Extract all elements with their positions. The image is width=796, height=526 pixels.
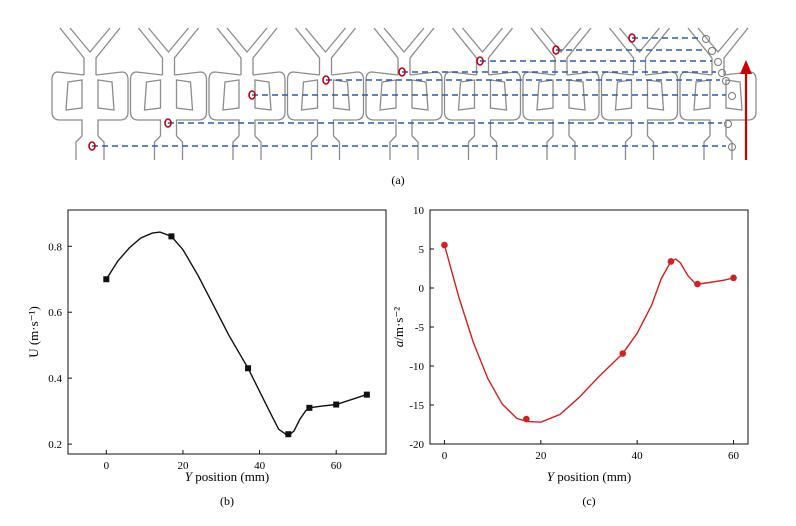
data-point <box>730 274 737 282</box>
x-tick-label: 20 <box>535 450 547 462</box>
bubble-marker <box>628 33 636 43</box>
panel-a-image-strip: (a) <box>51 27 757 187</box>
data-point <box>441 241 448 249</box>
y-axis-label-text: /m·s⁻² <box>391 307 406 341</box>
data-point <box>245 365 252 372</box>
bubble-marker <box>88 141 96 151</box>
panel-b-caption: (b) <box>220 494 234 508</box>
y-tick-label: 0.2 <box>48 439 62 451</box>
bubble-marker <box>248 90 256 100</box>
x-tick-label: 0 <box>442 450 448 462</box>
series-line <box>443 244 734 423</box>
data-point <box>523 415 530 423</box>
y-tick-label: 0.6 <box>48 307 62 319</box>
bubble-trajectory-lines <box>88 33 736 151</box>
bubble-outline <box>708 47 716 55</box>
y-axis-label: a/m·s⁻² <box>391 307 406 347</box>
x-axis-label: Y position (mm) <box>547 469 632 484</box>
bubble-outline <box>728 92 736 100</box>
y-tick-label: 0 <box>419 283 425 295</box>
channel-unit <box>679 27 757 160</box>
y-axis-label: U (m·s⁻¹) <box>26 306 41 358</box>
channel-units <box>51 27 757 160</box>
x-axis-label-text: position (mm) <box>554 469 631 484</box>
x-axis-label-text: position (mm) <box>192 469 269 484</box>
x-tick-label: 0 <box>104 460 110 472</box>
y-tick-label: 0.8 <box>48 241 62 253</box>
bubble-outline <box>728 143 736 151</box>
bubble-outline <box>714 58 722 66</box>
y-tick-label: -5 <box>415 322 425 334</box>
bubble-marker <box>398 67 406 77</box>
x-axis-label-var: Y <box>547 469 556 484</box>
bubble-outline <box>722 77 730 85</box>
data-point <box>333 401 340 408</box>
channel-unit <box>286 27 365 160</box>
flow-direction-arrow <box>740 60 752 160</box>
data-point <box>306 404 313 411</box>
y-tick-label: 5 <box>419 244 425 256</box>
channel-unit <box>365 27 443 160</box>
y-tick-label: -15 <box>409 400 424 412</box>
plot-frame <box>67 209 387 455</box>
ticks: 0 20 40 60 -20 -15 -10 -5 0 5 10 <box>409 205 739 462</box>
data-point <box>363 391 370 398</box>
y-tick-label: -10 <box>409 361 424 373</box>
channel-unit <box>443 27 522 160</box>
bubble-outline <box>702 35 710 43</box>
panel-a-caption: (a) <box>391 173 404 187</box>
channel-unit <box>522 27 600 160</box>
channel-unit <box>600 27 679 160</box>
bubble-outline <box>718 69 726 77</box>
chart-acceleration: 0 20 40 60 -20 -15 -10 -5 0 5 10 a/m·s⁻² Y positio… <box>391 205 749 508</box>
x-tick-label: 60 <box>728 450 740 462</box>
plot-frame <box>429 209 749 445</box>
ticks: 0 20 40 60 0.2 0.4 0.6 0.8 <box>48 241 342 472</box>
data-point <box>694 280 701 288</box>
y-tick-label: 0.4 <box>48 373 62 385</box>
channel-unit <box>129 27 208 160</box>
data-point <box>285 431 292 438</box>
bubble-marker <box>552 45 560 55</box>
series-markers <box>103 233 370 438</box>
x-tick-label: 40 <box>254 460 266 472</box>
channel-unit <box>51 27 129 160</box>
chart-velocity: 0 20 40 60 0.2 0.4 0.6 0.8 U (m·s⁻¹) Y position… <box>26 209 387 508</box>
data-point <box>168 233 175 240</box>
data-point <box>103 276 110 283</box>
bubble-marker <box>164 118 172 128</box>
data-point <box>619 350 627 357</box>
x-axis-label: Y position (mm) <box>185 469 270 484</box>
y-tick-label: -20 <box>409 439 424 451</box>
bubble-marker <box>322 75 330 85</box>
y-axis-label-var: a <box>391 340 406 347</box>
x-tick-label: 20 <box>177 460 189 472</box>
x-tick-label: 40 <box>632 450 644 462</box>
channel-unit <box>208 27 286 160</box>
bubble-marker <box>476 56 484 66</box>
x-axis-label-var: Y <box>185 469 194 484</box>
series-line <box>105 231 368 437</box>
data-point <box>667 258 675 265</box>
y-tick-label: 10 <box>413 205 425 217</box>
x-tick-label: 60 <box>331 460 343 472</box>
bubble-outline <box>724 120 732 128</box>
panel-c-caption: (c) <box>582 494 595 508</box>
series-markers <box>441 241 737 423</box>
